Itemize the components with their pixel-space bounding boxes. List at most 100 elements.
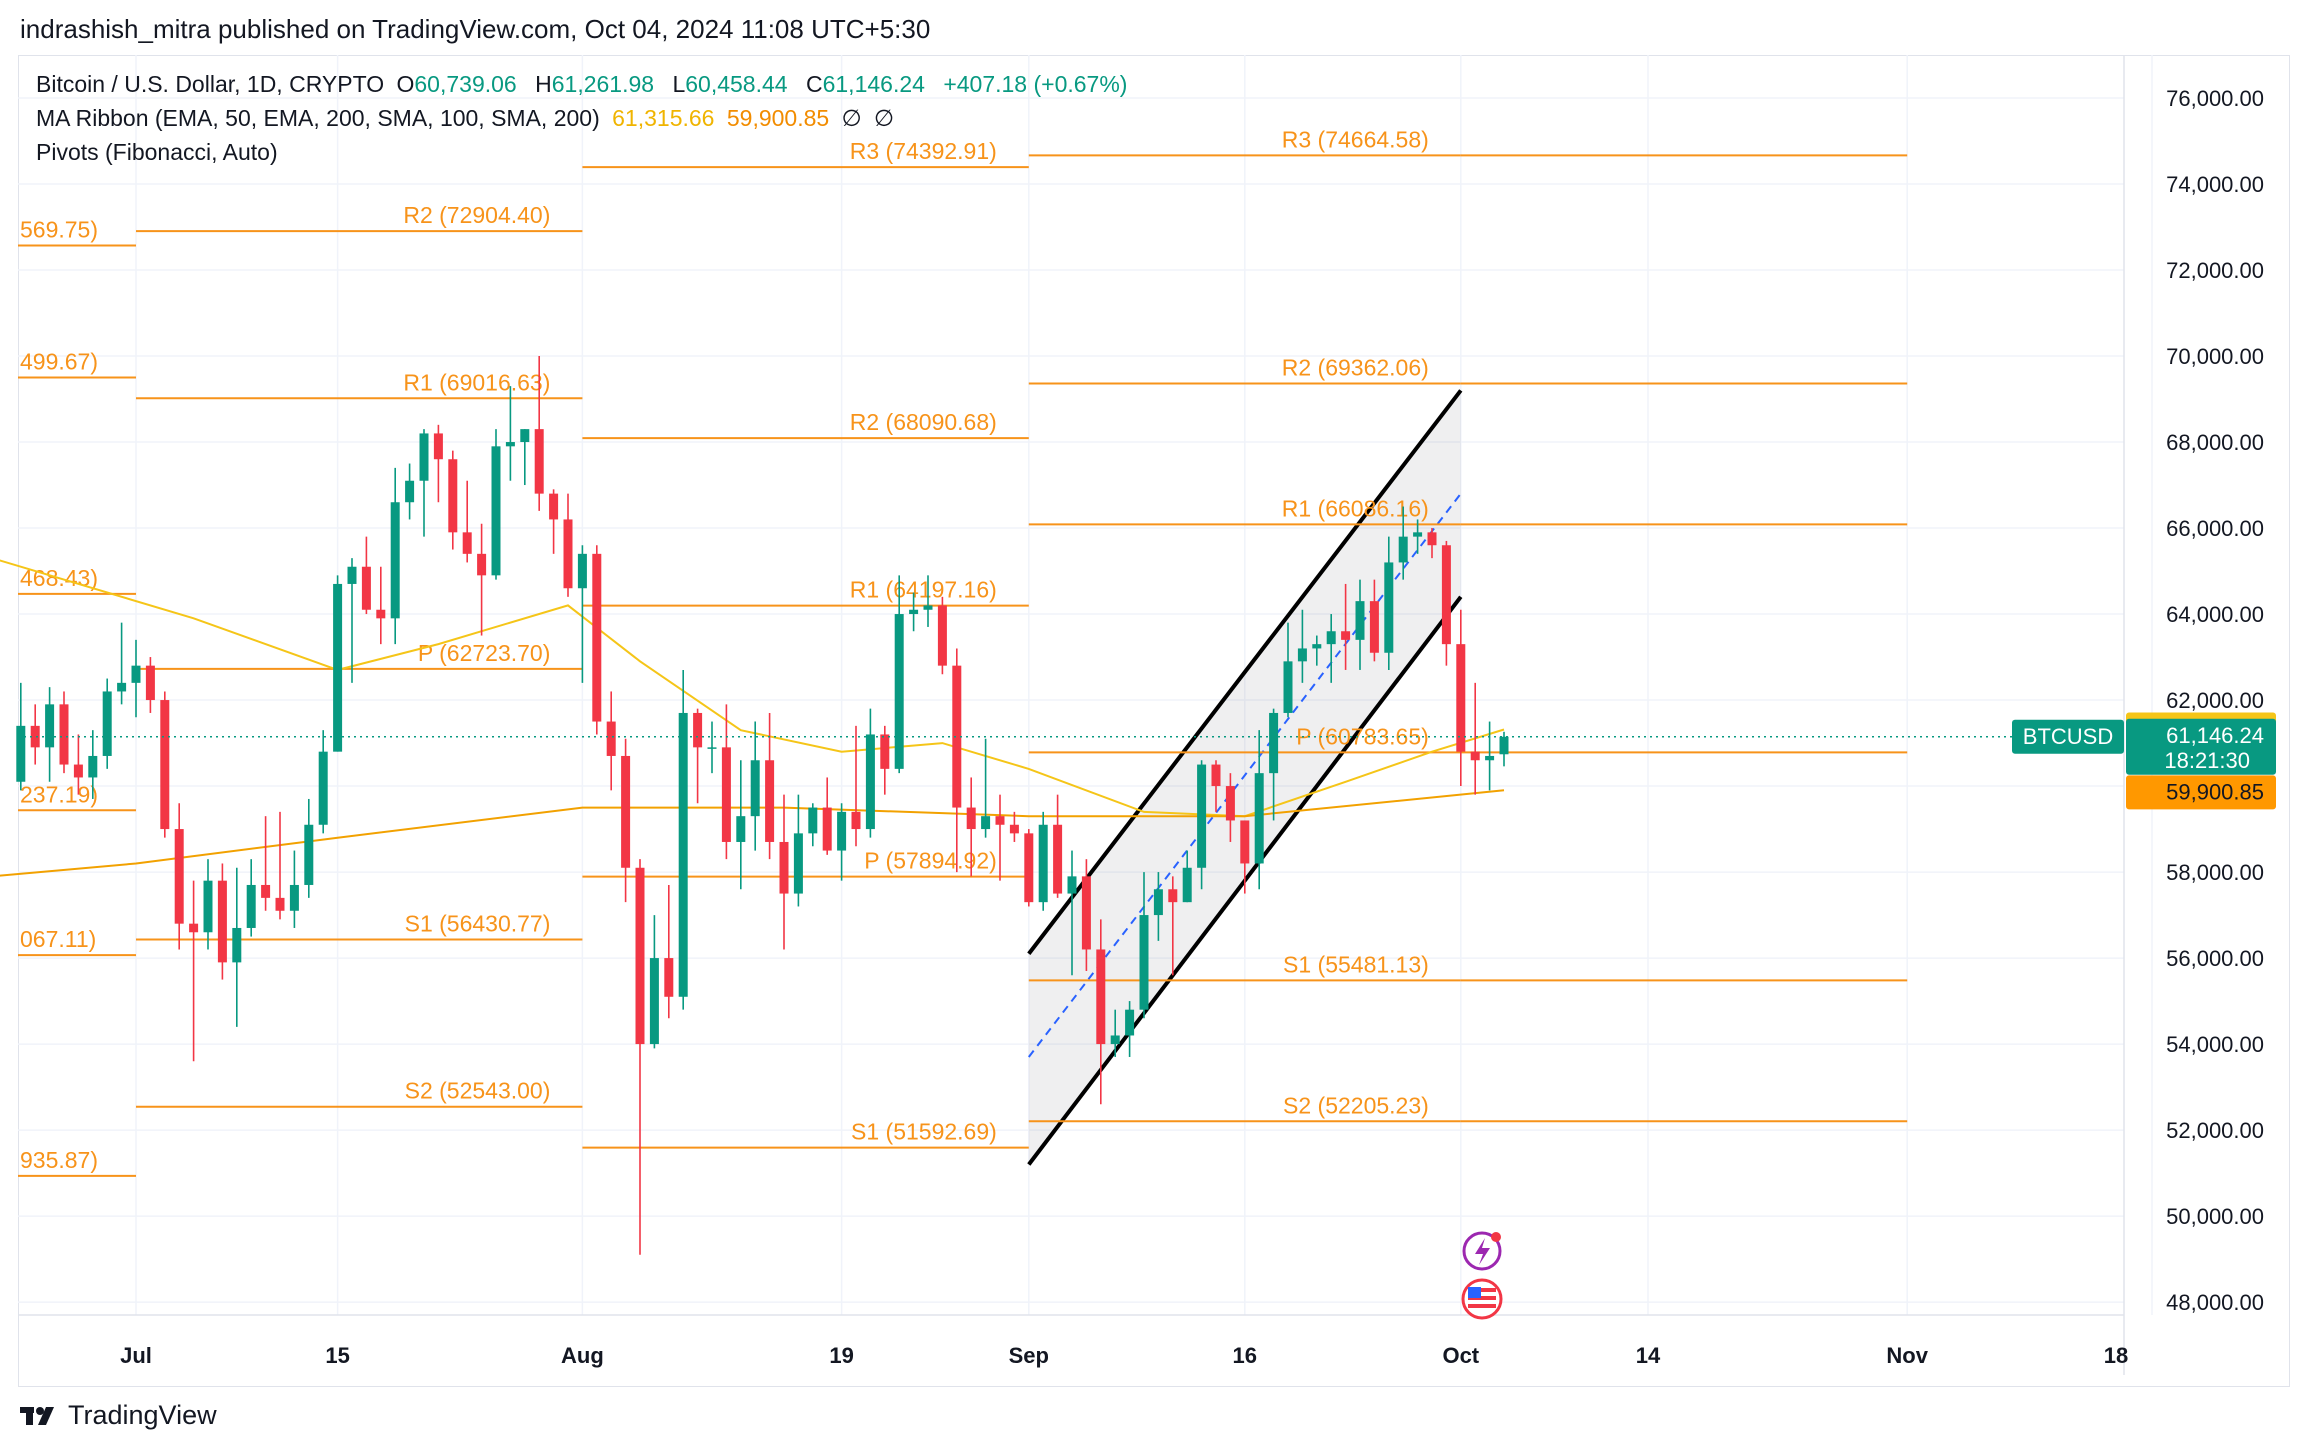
axes: 76,000.00 74,000.00 72,000.00 70,000.00 68,0… (120, 86, 2264, 1368)
ma-value-1: 61,315.66 (612, 105, 715, 131)
price-axis-label: 68,000.00 (2166, 430, 2264, 455)
current-price-tag (2126, 718, 2276, 775)
legend-symbol[interactable]: Bitcoin / U.S. Dollar, 1D, CRYPTO (36, 71, 385, 97)
candle-body (894, 614, 904, 769)
candle-body (1067, 876, 1077, 894)
price-axis-label: 66,000.00 (2166, 516, 2264, 541)
close-value: 61,146.24 (822, 71, 925, 97)
ma200-price-tag-text: 59,900.85 (2166, 779, 2264, 804)
candle-body (1125, 1009, 1135, 1036)
event-icons[interactable] (1461, 1231, 1503, 1320)
candle-body (1413, 532, 1423, 537)
candle-body (1369, 601, 1379, 653)
pivots-label[interactable]: Pivots (Fibonacci, Auto) (36, 139, 278, 165)
candle-body (1197, 764, 1207, 868)
pivot-label-r1: R1 (66086.16) (1282, 495, 1429, 521)
candle-body (477, 553, 487, 576)
candle-body (1341, 631, 1351, 640)
ma200-price-tag (2126, 775, 2276, 810)
price-axis-label: 76,000.00 (2166, 86, 2264, 111)
candle-body (1110, 1035, 1120, 1045)
candle-body (649, 958, 659, 1045)
pivot-label-r1: R1 (69016.63) (403, 369, 550, 395)
candle-body (1053, 824, 1063, 894)
pivot-label-s2: 067.11) (20, 926, 96, 952)
candle-body (1254, 773, 1264, 864)
candle-body (304, 824, 314, 885)
candle-body (966, 807, 976, 830)
candle-body (390, 502, 400, 619)
tradingview-brand[interactable]: TradingView (20, 1400, 217, 1431)
time-axis-label: 18 (2104, 1343, 2128, 1368)
candle-body (433, 433, 443, 460)
time-axis-label: 16 (1233, 1343, 1257, 1368)
candle-body (1009, 824, 1019, 834)
candle-body (1312, 644, 1322, 649)
candle-body (261, 884, 271, 898)
candle-body (1225, 786, 1235, 821)
price-axis-label: 70,000.00 (2166, 344, 2264, 369)
price-axis-label: 48,000.00 (2166, 1290, 2264, 1315)
candle-body (534, 429, 544, 494)
candle-body (275, 897, 285, 911)
candle-body (750, 760, 760, 817)
time-axis-label: 19 (829, 1343, 853, 1368)
time-axis-label: 15 (325, 1343, 349, 1368)
candle-body (189, 923, 199, 933)
time-axis-label: 14 (1636, 1343, 1661, 1368)
candle-body (1182, 867, 1192, 903)
symbol-tag (2012, 719, 2124, 754)
legend-symbol-row: Bitcoin / U.S. Dollar, 1D, CRYPTO O60,73… (36, 71, 1133, 98)
candle-body (577, 553, 587, 589)
us-flag-event-icon[interactable] (1461, 1278, 1503, 1320)
candle-body (462, 532, 472, 554)
candle-body (1139, 915, 1149, 1010)
candle-body (347, 566, 357, 584)
candle-body (995, 816, 1005, 825)
candle-body (203, 880, 213, 933)
pivot-levels: 569.75)499.67)468.43)237.19)067.11)935.8… (18, 126, 1908, 1177)
candle-body (678, 712, 688, 997)
candle-body (822, 807, 832, 851)
channel-upper-line (1027, 389, 1463, 955)
price-axis-label: 74,000.00 (2166, 172, 2264, 197)
candle-body (73, 764, 83, 778)
pivot-label-s1: S1 (56430.77) (405, 911, 551, 937)
lightning-event-icon[interactable] (1462, 1231, 1502, 1271)
candle-body (1240, 820, 1250, 864)
chart-pane[interactable] (18, 55, 2290, 1387)
candle-body (851, 811, 861, 830)
candle-body (1038, 824, 1048, 903)
grid (18, 55, 2153, 1375)
candle-body (621, 755, 631, 868)
pivot-label-s1: 237.19) (20, 781, 98, 807)
candle-body (491, 446, 501, 576)
candle-body (865, 734, 875, 830)
time-axis-label: Aug (561, 1343, 604, 1368)
candle-body (1211, 764, 1221, 787)
pivot-label-r1: R1 (64197.16) (850, 577, 997, 603)
pivot-label-p: P (57894.92) (864, 848, 997, 874)
candle-body (160, 700, 170, 830)
time-axis-label: Nov (1886, 1343, 1928, 1368)
candle-body (549, 493, 559, 520)
pivot-label-s3: 935.87) (20, 1147, 98, 1173)
candle-body (1456, 644, 1466, 752)
candle-body (30, 725, 40, 748)
current-price-tag-text: 61,146.24 (2166, 723, 2264, 748)
candle-body (1355, 601, 1365, 640)
candle-body (520, 429, 530, 443)
candle-body (1499, 736, 1509, 755)
candle-body (981, 816, 991, 830)
time-axis-label: Sep (1009, 1343, 1049, 1368)
candle-body (419, 433, 429, 481)
candle-body (923, 605, 933, 610)
time-axis-label: Oct (1442, 1343, 1479, 1368)
ma-ribbon-label[interactable]: MA Ribbon (EMA, 50, EMA, 200, SMA, 100, … (36, 105, 600, 131)
candle-body (1427, 532, 1437, 546)
pivot-label-s2: S2 (52543.00) (405, 1078, 551, 1104)
candle-body (1269, 712, 1279, 774)
price-axis-label: 50,000.00 (2166, 1204, 2264, 1229)
candle-body (1398, 536, 1408, 563)
